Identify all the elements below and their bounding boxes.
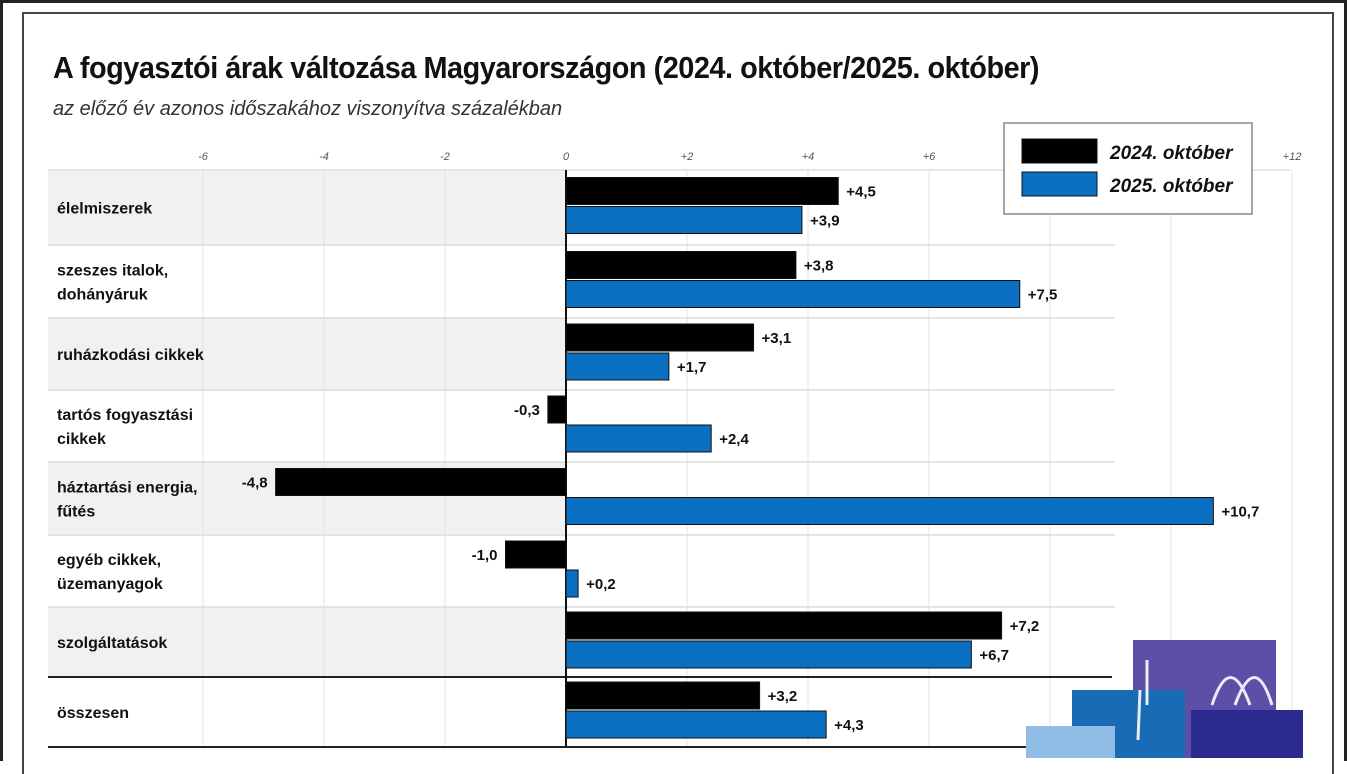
data-label: +3,9 [810, 213, 840, 230]
category-label: élelmiszerek [57, 201, 152, 218]
data-label: -4,8 [242, 475, 268, 492]
bar-chart: -6 -4 -2 0 +2 +4 +6 +12 élelmiszerek szeszes ital… [48, 122, 1303, 758]
data-label: +7,2 [1010, 618, 1040, 635]
data-label: +3,8 [804, 258, 834, 275]
data-label: +3,2 [768, 688, 798, 705]
category-label: dohányáruk [57, 287, 148, 304]
tick-label: +4 [802, 151, 815, 163]
bar-2024 [565, 323, 755, 352]
legend-swatch [1021, 138, 1098, 164]
shopping-bag-icon [1191, 710, 1303, 758]
data-label: +1,7 [677, 359, 707, 376]
data-label: +10,7 [1221, 504, 1259, 521]
category-label: egyéb cikkek, [57, 552, 161, 569]
bar-2024 [547, 395, 567, 424]
data-label: +4,5 [846, 184, 876, 201]
data-label: +0,2 [586, 576, 616, 593]
data-label: +2,4 [719, 431, 749, 448]
bar-2025 [565, 352, 670, 381]
tick-label: +2 [681, 151, 694, 163]
bar-2024 [505, 540, 567, 569]
bar-2024 [275, 468, 567, 496]
bag-handles-icon [1136, 660, 1274, 741]
data-label: +3,1 [762, 330, 792, 347]
row-shading [48, 170, 566, 245]
bar-2025 [565, 640, 972, 669]
bar-2024 [565, 681, 761, 710]
category-label: szolgáltatások [57, 635, 167, 652]
bar-2025 [565, 497, 1214, 525]
category-label: cikkek [57, 431, 106, 448]
tick-label: -4 [319, 151, 329, 163]
category-label: szeszes italok, [57, 263, 168, 280]
data-label: +7,5 [1028, 287, 1058, 304]
data-label: -1,0 [472, 547, 498, 564]
bar-2024 [565, 251, 797, 279]
bar-2024 [565, 611, 1003, 640]
category-label: ruházkodási cikkek [57, 347, 204, 364]
category-label: összesen [57, 705, 129, 722]
tick-label: +6 [923, 151, 936, 163]
category-label: fűtés [57, 504, 95, 521]
chart-title: A fogyasztói árak változása Magyarország… [53, 50, 1040, 85]
legend-label: 2024. október [1109, 143, 1234, 164]
category-label: háztartási energia, [57, 480, 198, 497]
data-label: +6,7 [979, 647, 1009, 664]
category-label: üzemanyagok [57, 576, 163, 593]
bar-2025 [565, 206, 803, 234]
legend-swatch [1021, 171, 1098, 197]
bar-2025 [565, 569, 579, 598]
data-label: +4,3 [834, 717, 864, 734]
tick-label: 0 [563, 151, 570, 163]
row-shading [48, 318, 566, 390]
inner-frame [22, 12, 1334, 774]
tick-label: -2 [440, 151, 450, 163]
bar-2025 [565, 280, 1021, 308]
tick-label: -6 [198, 151, 209, 163]
tick-label: +12 [1283, 151, 1302, 163]
shopping-bag-icon [1026, 726, 1115, 758]
bar-2025 [565, 424, 712, 453]
category-label: tartós fogyasztási [57, 407, 193, 424]
bar-2025 [565, 710, 827, 739]
legend-box [1003, 122, 1253, 215]
legend-label: 2025. október [1109, 176, 1234, 197]
bar-2024 [565, 177, 839, 205]
chart-subtitle: az előző év azonos időszakához viszonyít… [53, 98, 563, 120]
data-label: -0,3 [514, 402, 540, 419]
row-shading [48, 607, 566, 677]
